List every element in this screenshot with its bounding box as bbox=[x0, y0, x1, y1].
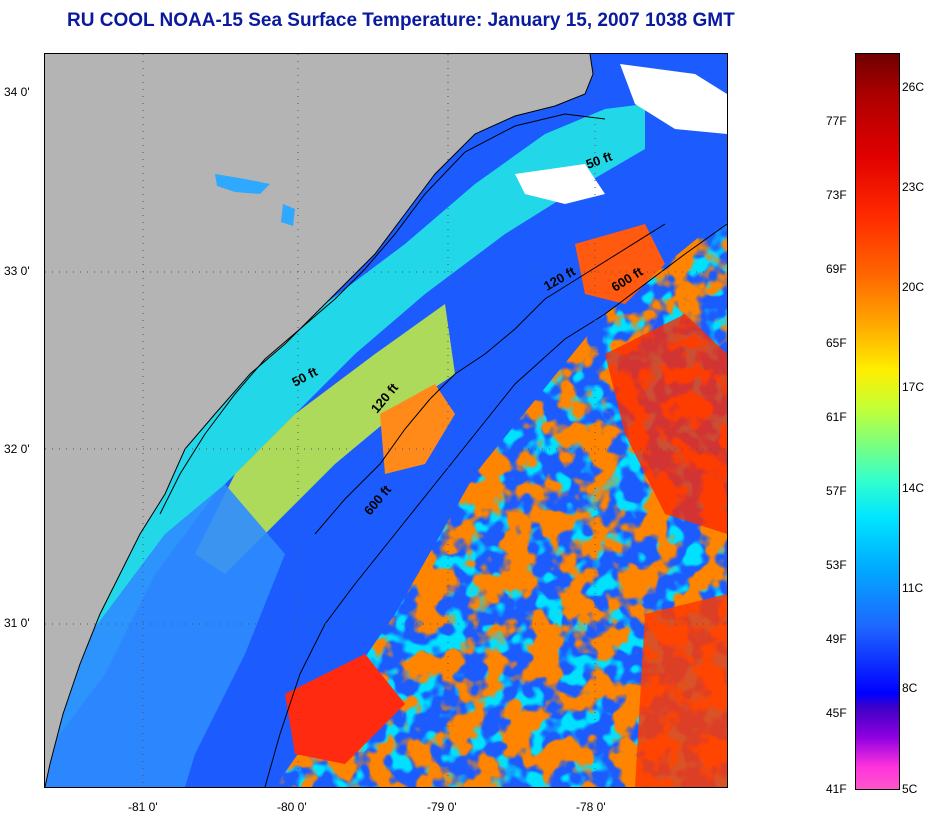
isobath-120ft bbox=[314, 223, 666, 535]
isobath-600ft bbox=[264, 223, 727, 787]
isobath-50ft bbox=[159, 113, 606, 515]
colorbar-c-label: 14C bbox=[902, 481, 925, 495]
lat-label: 32 0' bbox=[4, 442, 30, 456]
cloud-patch bbox=[620, 64, 727, 134]
sst-map-image: 50 ft 120 ft 600 ft 50 ft 120 ft 600 ft bbox=[45, 54, 727, 787]
lon-label: -80 0' bbox=[277, 800, 307, 814]
warm-patch bbox=[605, 314, 727, 534]
colorbar-c-label: 20C bbox=[902, 280, 925, 294]
cloud-patch bbox=[515, 164, 605, 204]
colorbar-c-label: 23C bbox=[902, 180, 925, 194]
coastline bbox=[45, 54, 594, 787]
lat-label: 34 0' bbox=[4, 85, 30, 99]
colorbar-c-label: 26C bbox=[902, 80, 925, 94]
colorbar-f-label: 69F bbox=[826, 262, 847, 276]
colorbar-c-label: 5C bbox=[902, 782, 918, 796]
lon-label: -79 0' bbox=[427, 800, 457, 814]
colorbar-f-label: 49F bbox=[826, 632, 847, 646]
chart-title: RU COOL NOAA-15 Sea Surface Temperature:… bbox=[67, 10, 735, 31]
lat-label: 33 0' bbox=[4, 264, 30, 278]
yellow-band bbox=[195, 304, 455, 574]
sst-map: 50 ft 120 ft 600 ft 50 ft 120 ft 600 ft bbox=[44, 53, 728, 788]
temperature-colorbar bbox=[855, 53, 900, 790]
colorbar-f-label: 65F bbox=[826, 336, 847, 350]
colorbar-f-label: 53F bbox=[826, 558, 847, 572]
colorbar-c-label: 8C bbox=[902, 681, 918, 695]
warm-patch bbox=[380, 384, 455, 474]
land-mass bbox=[45, 54, 593, 787]
colorbar-f-label: 77F bbox=[826, 114, 847, 128]
inland-lake bbox=[281, 204, 295, 226]
colorbar-f-label: 57F bbox=[826, 484, 847, 498]
lat-label: 31 0' bbox=[4, 616, 30, 630]
mid-blue-band bbox=[45, 484, 285, 787]
colorbar-f-label: 73F bbox=[826, 188, 847, 202]
warm-patch bbox=[575, 224, 665, 304]
inland-lake bbox=[215, 174, 270, 194]
warm-patch bbox=[285, 654, 405, 764]
lon-label: -81 0' bbox=[128, 800, 158, 814]
colorbar-f-label: 61F bbox=[826, 410, 847, 424]
colorbar-c-label: 17C bbox=[902, 380, 925, 394]
colorbar-f-label: 41F bbox=[826, 782, 847, 796]
colorbar-c-label: 11C bbox=[902, 581, 924, 595]
colorbar-f-label: 45F bbox=[826, 706, 847, 720]
warm-patch bbox=[635, 594, 727, 787]
lon-label: -78 0' bbox=[576, 800, 606, 814]
